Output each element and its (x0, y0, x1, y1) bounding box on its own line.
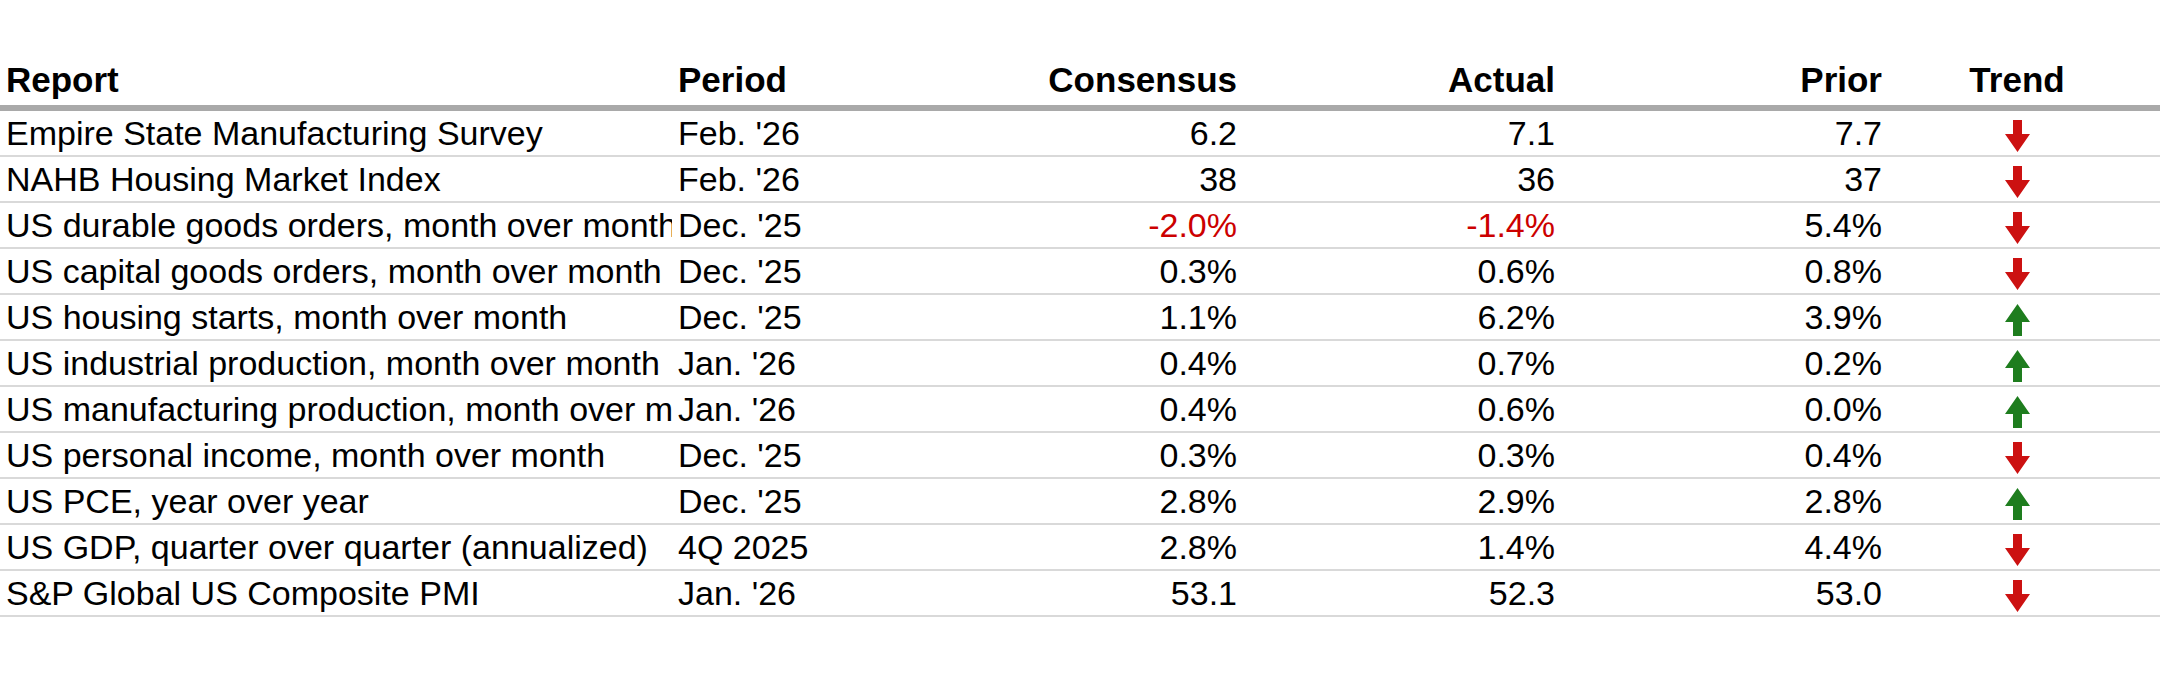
cell-actual: 0.6% (1247, 386, 1565, 432)
cell-period: Dec. '25 (672, 248, 902, 294)
trend-down-icon (2005, 212, 2030, 244)
cell-period: Dec. '25 (672, 478, 902, 524)
cell-prior: 4.4% (1565, 524, 1892, 570)
cell-actual: 7.1 (1247, 108, 1565, 156)
cell-period: Feb. '26 (672, 108, 902, 156)
trend-up-icon (2005, 488, 2030, 520)
cell-prior: 53.0 (1565, 570, 1892, 616)
cell-consensus: 2.8% (902, 478, 1247, 524)
column-header-trend: Trend (1892, 0, 2160, 108)
trend-up-icon (2005, 396, 2030, 428)
table-row: US personal income, month over monthDec.… (0, 432, 2160, 478)
cell-prior: 37 (1565, 156, 1892, 202)
cell-actual: 0.6% (1247, 248, 1565, 294)
cell-consensus: 0.4% (902, 340, 1247, 386)
cell-consensus: 0.4% (902, 386, 1247, 432)
cell-trend (1892, 108, 2160, 156)
column-header-prior: Prior (1565, 0, 1892, 108)
cell-period: Feb. '26 (672, 156, 902, 202)
trend-down-icon (2005, 442, 2030, 474)
cell-actual: 52.3 (1247, 570, 1565, 616)
table-body: Empire State Manufacturing SurveyFeb. '2… (0, 108, 2160, 616)
cell-period: Jan. '26 (672, 386, 902, 432)
table-row: Empire State Manufacturing SurveyFeb. '2… (0, 108, 2160, 156)
cell-report: Empire State Manufacturing Survey (0, 108, 672, 156)
cell-actual: -1.4% (1247, 202, 1565, 248)
trend-up-icon (2005, 304, 2030, 336)
cell-consensus: 0.3% (902, 432, 1247, 478)
table-row: US PCE, year over yearDec. '252.8%2.9%2.… (0, 478, 2160, 524)
cell-consensus: -2.0% (902, 202, 1247, 248)
cell-period: Dec. '25 (672, 294, 902, 340)
cell-period: 4Q 2025 (672, 524, 902, 570)
column-header-consensus: Consensus (902, 0, 1247, 108)
cell-consensus: 53.1 (902, 570, 1247, 616)
cell-trend (1892, 294, 2160, 340)
cell-report: US industrial production, month over mon… (0, 340, 672, 386)
cell-period: Jan. '26 (672, 340, 902, 386)
cell-trend (1892, 156, 2160, 202)
cell-report: S&P Global US Composite PMI (0, 570, 672, 616)
cell-consensus: 0.3% (902, 248, 1247, 294)
table-row: US durable goods orders, month over mont… (0, 202, 2160, 248)
table-row: US capital goods orders, month over mont… (0, 248, 2160, 294)
trend-up-icon (2005, 350, 2030, 382)
cell-report: US capital goods orders, month over mont… (0, 248, 672, 294)
column-header-report: Report (0, 0, 672, 108)
table-header: ReportPeriodConsensusActualPriorTrend (0, 0, 2160, 108)
cell-report: US PCE, year over year (0, 478, 672, 524)
cell-report: US manufacturing production, month over … (0, 386, 672, 432)
trend-down-icon (2005, 120, 2030, 152)
cell-prior: 5.4% (1565, 202, 1892, 248)
cell-report: US GDP, quarter over quarter (annualized… (0, 524, 672, 570)
trend-down-icon (2005, 534, 2030, 566)
cell-actual: 1.4% (1247, 524, 1565, 570)
column-header-actual: Actual (1247, 0, 1565, 108)
cell-actual: 0.3% (1247, 432, 1565, 478)
cell-trend (1892, 386, 2160, 432)
cell-consensus: 1.1% (902, 294, 1247, 340)
cell-trend (1892, 432, 2160, 478)
cell-prior: 0.2% (1565, 340, 1892, 386)
column-header-period: Period (672, 0, 902, 108)
table-row: US housing starts, month over monthDec. … (0, 294, 2160, 340)
table-row: S&P Global US Composite PMIJan. '2653.15… (0, 570, 2160, 616)
cell-period: Dec. '25 (672, 432, 902, 478)
cell-trend (1892, 478, 2160, 524)
economic-reports-page: ReportPeriodConsensusActualPriorTrend Em… (0, 0, 2160, 617)
cell-period: Jan. '26 (672, 570, 902, 616)
cell-trend (1892, 340, 2160, 386)
cell-consensus: 6.2 (902, 108, 1247, 156)
cell-actual: 6.2% (1247, 294, 1565, 340)
cell-consensus: 2.8% (902, 524, 1247, 570)
cell-period: Dec. '25 (672, 202, 902, 248)
trend-down-icon (2005, 258, 2030, 290)
trend-down-icon (2005, 166, 2030, 198)
cell-prior: 0.8% (1565, 248, 1892, 294)
cell-prior: 7.7 (1565, 108, 1892, 156)
cell-report: NAHB Housing Market Index (0, 156, 672, 202)
cell-trend (1892, 570, 2160, 616)
cell-actual: 36 (1247, 156, 1565, 202)
table-row: NAHB Housing Market IndexFeb. '26383637 (0, 156, 2160, 202)
cell-report: US housing starts, month over month (0, 294, 672, 340)
cell-prior: 3.9% (1565, 294, 1892, 340)
cell-trend (1892, 248, 2160, 294)
table-row: US manufacturing production, month over … (0, 386, 2160, 432)
table-row: US GDP, quarter over quarter (annualized… (0, 524, 2160, 570)
cell-report: US personal income, month over month (0, 432, 672, 478)
cell-trend (1892, 524, 2160, 570)
cell-prior: 2.8% (1565, 478, 1892, 524)
economic-reports-table: ReportPeriodConsensusActualPriorTrend Em… (0, 0, 2160, 617)
cell-report: US durable goods orders, month over mont… (0, 202, 672, 248)
cell-consensus: 38 (902, 156, 1247, 202)
cell-actual: 2.9% (1247, 478, 1565, 524)
cell-actual: 0.7% (1247, 340, 1565, 386)
cell-trend (1892, 202, 2160, 248)
header-row: ReportPeriodConsensusActualPriorTrend (0, 0, 2160, 108)
table-row: US industrial production, month over mon… (0, 340, 2160, 386)
cell-prior: 0.0% (1565, 386, 1892, 432)
cell-prior: 0.4% (1565, 432, 1892, 478)
trend-down-icon (2005, 580, 2030, 612)
